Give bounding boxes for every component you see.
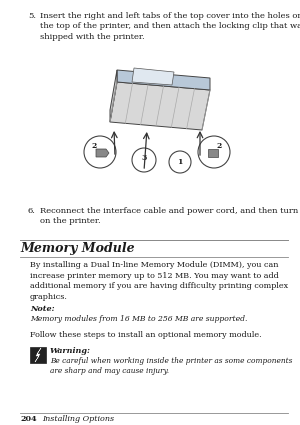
Circle shape [132, 148, 156, 172]
Text: 3: 3 [141, 154, 147, 162]
Text: Note:: Note: [30, 305, 55, 313]
Text: Memory Module: Memory Module [20, 242, 135, 255]
Text: 2: 2 [92, 142, 97, 150]
Text: Warning:: Warning: [50, 347, 91, 355]
Text: 1: 1 [177, 158, 183, 166]
Circle shape [84, 136, 116, 168]
Text: 5.: 5. [28, 12, 36, 20]
Text: 204: 204 [20, 415, 37, 423]
Text: Follow these steps to install an optional memory module.: Follow these steps to install an optiona… [30, 331, 262, 339]
FancyBboxPatch shape [30, 347, 46, 363]
Polygon shape [132, 68, 174, 85]
Circle shape [169, 151, 191, 173]
Text: Reconnect the interface cable and power cord, and then turn
on the printer.: Reconnect the interface cable and power … [40, 207, 298, 225]
Circle shape [198, 136, 230, 168]
Text: 6.: 6. [28, 207, 36, 215]
Text: By installing a Dual In-line Memory Module (DIMM), you can
increase printer memo: By installing a Dual In-line Memory Modu… [30, 261, 288, 301]
Text: Installing Options: Installing Options [42, 415, 114, 423]
Text: Memory modules from 16 MB to 256 MB are supported.: Memory modules from 16 MB to 256 MB are … [30, 315, 248, 323]
Polygon shape [117, 70, 210, 90]
Text: Be careful when working inside the printer as some components
are sharp and may : Be careful when working inside the print… [50, 357, 292, 375]
Polygon shape [208, 149, 218, 157]
Polygon shape [35, 348, 41, 362]
Text: 2: 2 [216, 142, 222, 150]
Polygon shape [96, 149, 109, 157]
Polygon shape [110, 82, 210, 130]
Polygon shape [110, 70, 117, 122]
Text: Insert the right and left tabs of the top cover into the holes on
the top of the: Insert the right and left tabs of the to… [40, 12, 300, 41]
